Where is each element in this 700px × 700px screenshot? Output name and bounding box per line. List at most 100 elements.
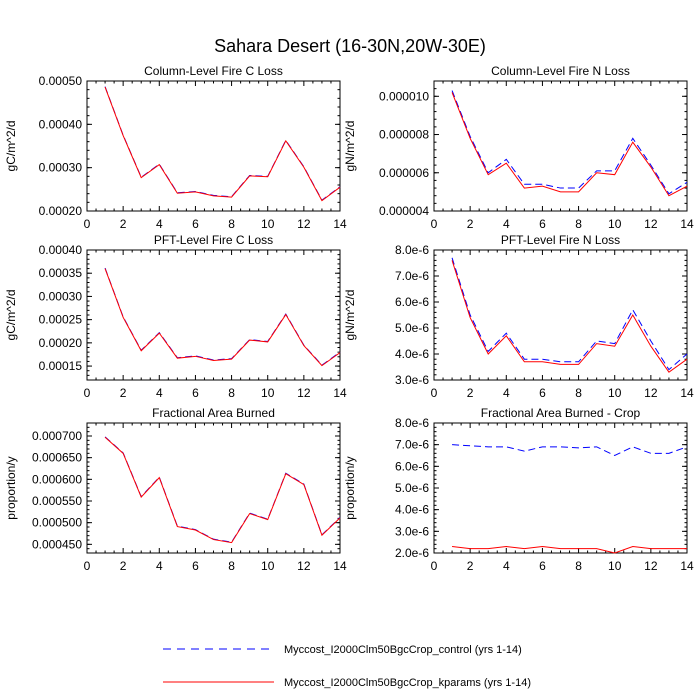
- x-tick-label: 4: [156, 559, 163, 573]
- legend: Myccost_I2000Clm50BgcCrop_control (yrs 1…: [163, 644, 531, 689]
- y-tick-label: 0.000010: [379, 89, 429, 103]
- y-tick-label: 8.0e-6: [395, 416, 429, 430]
- x-tick-label: 6: [192, 559, 199, 573]
- y-axis-label: gC/m^2/d: [4, 290, 18, 341]
- y-tick-label: 0.000006: [379, 166, 429, 180]
- y-tick-label: 0.000008: [379, 128, 429, 142]
- y-tick-label: 2.0e-6: [395, 546, 429, 560]
- y-tick-label: 8.0e-6: [395, 243, 429, 257]
- panel-title: Fractional Area Burned: [152, 406, 275, 420]
- y-tick-label: 7.0e-6: [395, 438, 429, 452]
- y-axis-label: proportion/y: [4, 456, 18, 519]
- y-tick-label: 0.000650: [32, 451, 82, 465]
- x-tick-label: 2: [467, 386, 474, 400]
- y-axis-label: proportion/y: [343, 456, 357, 519]
- y-tick-label: 0.00030: [39, 161, 83, 175]
- y-tick-label: 0.00040: [39, 243, 83, 257]
- x-tick-label: 2: [120, 559, 127, 573]
- y-tick-label: 0.00020: [39, 336, 83, 350]
- plot-frame: [86, 80, 341, 212]
- x-tick-label: 0: [431, 217, 438, 231]
- y-tick-label: 0.00050: [39, 74, 83, 88]
- x-tick-label: 12: [644, 386, 658, 400]
- x-tick-label: 6: [539, 217, 546, 231]
- series-line-control: [451, 90, 688, 195]
- chart-panel-6: Fractional Area Burned - Crop 0 2 4 6 8 10 12 14…: [343, 406, 694, 573]
- x-tick-label: 14: [680, 217, 694, 231]
- y-tick-label: 6.0e-6: [395, 459, 429, 473]
- series-line-kparams: [452, 545, 687, 554]
- series-line-control: [104, 267, 341, 366]
- y-tick-label: 0.00015: [39, 359, 83, 373]
- x-tick-label: 12: [644, 559, 658, 573]
- x-tick-label: 14: [680, 559, 694, 573]
- legend-label: Myccost_I2000Clm50BgcCrop_kparams (yrs 1…: [284, 677, 531, 689]
- y-tick-label: 0.000500: [32, 516, 82, 530]
- x-tick-label: 2: [467, 217, 474, 231]
- figure-title: Sahara Desert (16-30N,20W-30E): [214, 36, 486, 56]
- x-tick-label: 10: [261, 386, 275, 400]
- x-tick-label: 8: [228, 559, 235, 573]
- y-axis-label: gC/m^2/d: [4, 121, 18, 172]
- x-tick-label: 14: [680, 386, 694, 400]
- x-tick-label: 0: [431, 559, 438, 573]
- series-line-control: [451, 257, 688, 371]
- x-tick-label: 14: [333, 559, 347, 573]
- series-line-control: [104, 436, 341, 543]
- x-tick-label: 4: [503, 559, 510, 573]
- panel-title: Column-Level Fire N Loss: [491, 64, 630, 78]
- x-tick-label: 8: [575, 217, 582, 231]
- x-tick-label: 12: [297, 559, 311, 573]
- chart-panel-1: Column-Level Fire C Loss 0 2 4 6 8 10 12 14 0.000…: [4, 64, 347, 231]
- panel-title: Fractional Area Burned - Crop: [481, 406, 641, 420]
- x-tick-label: 14: [333, 217, 347, 231]
- y-tick-label: 0.00030: [39, 289, 83, 303]
- series-line-kparams: [451, 260, 688, 373]
- x-tick-label: 4: [503, 217, 510, 231]
- chart-panel-3: PFT-Level Fire C Loss 0 2 4 6 8 10 12 14 0.00015 0…: [4, 233, 347, 400]
- series-line-control: [104, 86, 341, 201]
- chart-panel-5: Fractional Area Burned 0 2 4 6 8 10 12 14 0.00045…: [4, 406, 347, 573]
- x-tick-label: 4: [503, 386, 510, 400]
- x-tick-label: 12: [297, 386, 311, 400]
- y-tick-label: 5.0e-6: [395, 321, 429, 335]
- y-tick-label: 0.000550: [32, 494, 82, 508]
- x-tick-label: 6: [192, 386, 199, 400]
- y-tick-label: 0.000450: [32, 537, 82, 551]
- x-tick-label: 10: [608, 559, 622, 573]
- x-tick-label: 4: [156, 386, 163, 400]
- panel-title: Column-Level Fire C Loss: [144, 64, 283, 78]
- x-tick-label: 2: [467, 559, 474, 573]
- x-tick-label: 12: [297, 217, 311, 231]
- y-tick-label: 0.00040: [39, 117, 83, 131]
- x-tick-label: 14: [333, 386, 347, 400]
- series-line-kparams: [104, 268, 341, 367]
- x-tick-label: 6: [539, 559, 546, 573]
- x-tick-label: 6: [539, 386, 546, 400]
- x-tick-label: 10: [608, 386, 622, 400]
- x-tick-label: 2: [120, 386, 127, 400]
- x-tick-label: 8: [575, 386, 582, 400]
- y-tick-label: 3.0e-6: [395, 373, 429, 387]
- y-tick-label: 3.0e-6: [395, 524, 429, 538]
- series-line-kparams: [104, 86, 341, 202]
- y-tick-label: 6.0e-6: [395, 295, 429, 309]
- panels: Column-Level Fire C Loss 0 2 4 6 8 10 12 14 0.000…: [4, 64, 694, 573]
- y-tick-label: 0.000004: [379, 204, 429, 218]
- x-tick-label: 8: [228, 217, 235, 231]
- chart-panel-4: PFT-Level Fire N Loss 0 2 4 6 8 10 12 14 3.0e-6 4.…: [343, 233, 694, 400]
- panel-title: PFT-Level Fire N Loss: [501, 233, 620, 247]
- y-tick-label: 0.000600: [32, 472, 82, 486]
- x-tick-label: 0: [431, 386, 438, 400]
- legend-label: Myccost_I2000Clm50BgcCrop_control (yrs 1…: [284, 644, 522, 656]
- y-tick-label: 0.000700: [32, 429, 82, 443]
- x-tick-label: 4: [156, 217, 163, 231]
- x-tick-label: 12: [644, 217, 658, 231]
- series-line-kparams: [104, 436, 341, 544]
- x-tick-label: 0: [84, 386, 91, 400]
- x-tick-label: 8: [228, 386, 235, 400]
- x-tick-label: 0: [84, 217, 91, 231]
- x-tick-label: 6: [192, 217, 199, 231]
- panel-title: PFT-Level Fire C Loss: [154, 233, 273, 247]
